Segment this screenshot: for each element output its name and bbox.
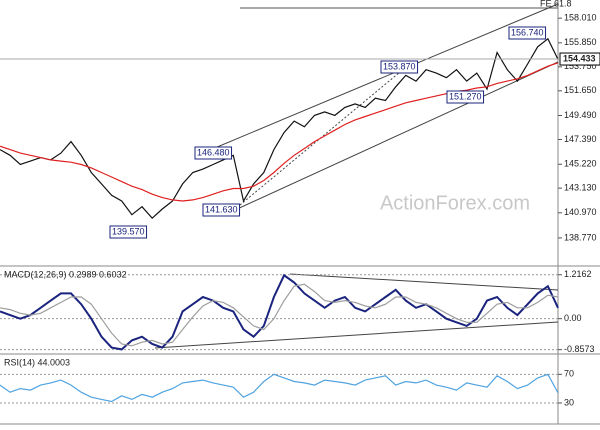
y-tick-label: 138.770	[564, 232, 597, 242]
y-tick-label: -0.8573	[564, 344, 595, 354]
annotation-box	[202, 203, 241, 217]
price-box	[559, 52, 600, 66]
y-tick-label: 70	[564, 369, 574, 379]
annotation: 151.270	[449, 91, 482, 101]
annotation: 141.630	[205, 204, 238, 214]
annotation-box	[194, 146, 233, 160]
price-label: 154.433	[563, 53, 596, 63]
panel-title: RSI(14) 44.0003	[4, 357, 70, 367]
annotation-box	[380, 60, 419, 74]
annotation-box	[508, 26, 547, 40]
y-tick-label: 145.220	[564, 159, 597, 169]
y-tick-label: 153.750	[564, 61, 597, 71]
y-tick-label: 149.490	[564, 110, 597, 120]
annotation: 153.870	[383, 61, 416, 71]
annotation-box	[109, 225, 148, 239]
macd-trendline	[289, 273, 559, 291]
annotation: 146.480	[197, 147, 230, 157]
series-line	[0, 373, 559, 403]
y-tick-label: 140.970	[564, 207, 597, 217]
channel-lower	[234, 61, 559, 211]
annotation: 156.740	[511, 27, 544, 37]
y-tick-label: 30	[564, 397, 574, 407]
channel-upper	[209, 3, 559, 151]
y-tick-label: 155.850	[564, 37, 597, 47]
annotation: FE 61.8	[540, 0, 572, 8]
series-line	[0, 283, 559, 347]
y-tick-label: 147.390	[564, 134, 597, 144]
watermark: ActionForex.com	[380, 192, 530, 214]
macd-trendline	[154, 321, 559, 349]
y-tick-label: 151.650	[564, 85, 597, 95]
annotation-box	[446, 90, 485, 104]
series-line	[0, 62, 559, 202]
y-tick-label: 1.2162	[564, 269, 592, 279]
series-line	[0, 273, 559, 351]
y-tick-label: 158.010	[564, 13, 597, 23]
annotation: 139.570	[112, 226, 145, 236]
y-tick-label: 0.00	[564, 313, 582, 323]
panel-title: MACD(12,26,9) 0.2989 0.6032	[4, 269, 127, 279]
series-line	[0, 37, 559, 220]
y-tick-label: 143.130	[564, 183, 597, 193]
